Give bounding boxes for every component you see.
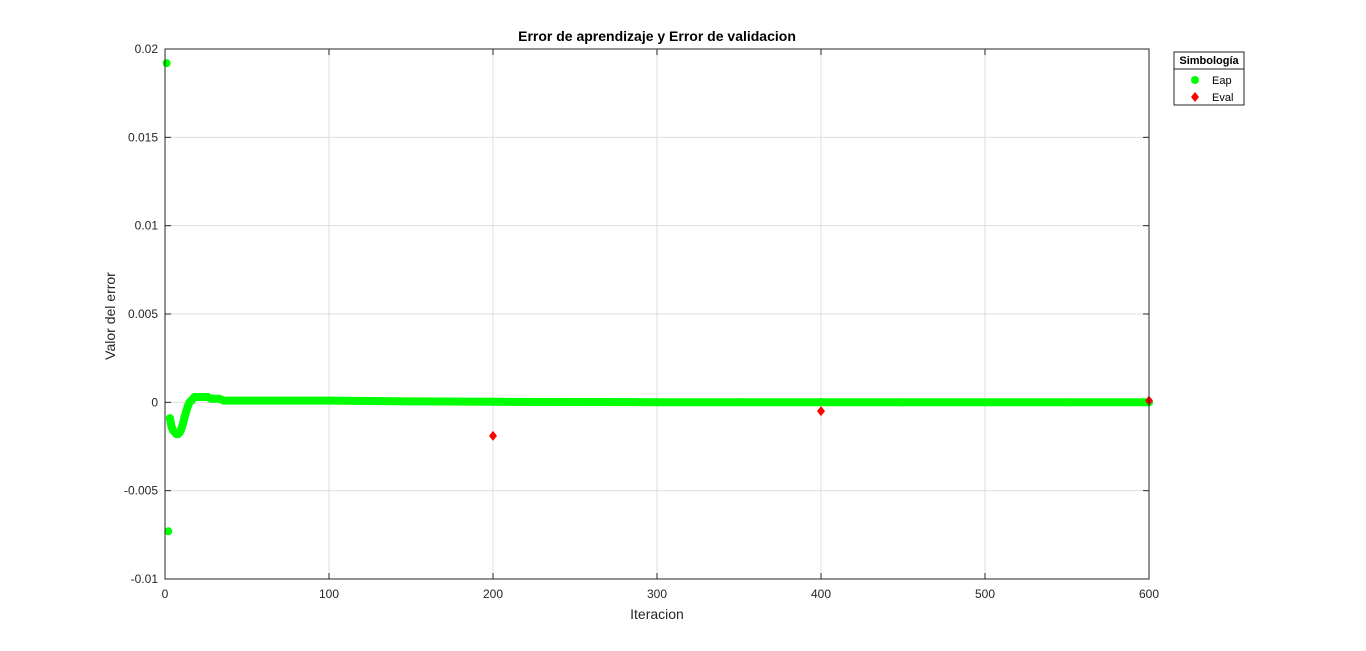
grid <box>164 48 1150 580</box>
eap-point <box>226 396 235 405</box>
y-axis-label: Valor del error <box>102 272 118 360</box>
y-tick-label: -0.005 <box>124 484 158 498</box>
x-tick-label: 400 <box>811 587 831 601</box>
legend-box <box>1173 51 1245 106</box>
eap-point <box>817 398 825 407</box>
eap-point <box>179 419 188 428</box>
plot-frame <box>164 48 1150 580</box>
y-tick-label: 0.02 <box>135 42 159 56</box>
legend: Simbología Eap Eval <box>1173 51 1245 106</box>
legend-title: Simbología <box>1179 55 1239 67</box>
eap-point <box>162 59 171 68</box>
y-tick-label: 0.005 <box>128 307 158 321</box>
x-tick-label: 500 <box>975 587 995 601</box>
x-axis-label: Iteracion <box>630 606 684 622</box>
eap-point <box>234 396 243 405</box>
x-tick-label: 200 <box>483 587 503 601</box>
x-tick-label: 600 <box>1139 587 1159 601</box>
y-tick-label: 0.01 <box>135 219 159 233</box>
eval-point <box>817 406 825 417</box>
eap-point <box>489 397 497 406</box>
chart-title: Error de aprendizaje y Error de validaci… <box>518 28 796 44</box>
legend-eap-label: Eap <box>1212 75 1232 87</box>
eap-point <box>325 396 333 405</box>
eap-point <box>292 396 301 405</box>
legend-eval-label: Eval <box>1212 92 1233 104</box>
x-tick-label: 300 <box>647 587 667 601</box>
tick-labels: 0 100 200 300 400 500 600 -0.01 -0.005 0 0.005 0.01… <box>124 42 1159 601</box>
legend-eval-marker <box>1191 92 1199 102</box>
y-tick-label: 0.015 <box>128 130 158 144</box>
y-tick-label: 0 <box>151 395 158 409</box>
eap-point <box>164 527 173 536</box>
eap-point <box>735 398 743 407</box>
y-tick-label: -0.01 <box>131 572 159 586</box>
eap-point <box>259 396 268 405</box>
eap-point <box>165 414 174 423</box>
eap-point <box>407 397 415 406</box>
x-tick-label: 0 <box>162 587 169 601</box>
eap-point <box>1063 398 1071 407</box>
eval-point <box>489 430 497 441</box>
eap-point <box>243 396 251 405</box>
legend-eap-marker <box>1191 76 1199 84</box>
eap-point <box>653 398 661 407</box>
eap-point <box>899 398 907 407</box>
eap-point <box>981 398 989 407</box>
x-tick-label: 100 <box>319 587 339 601</box>
eap-point <box>220 396 229 405</box>
series-markers <box>162 59 1153 536</box>
eap-point <box>571 397 579 406</box>
